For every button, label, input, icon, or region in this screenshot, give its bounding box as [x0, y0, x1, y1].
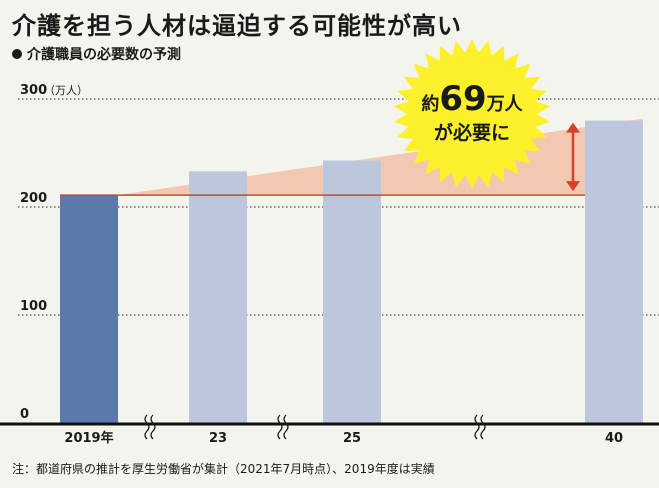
chart-subtitle: 介護職員の必要数の予測	[12, 44, 181, 64]
y-tick-label: 0	[20, 407, 29, 422]
bar-projected	[189, 171, 247, 423]
y-tick-label: 100	[20, 299, 47, 314]
chart-title: 介護を担う人材は逼迫する可能性が高い	[12, 12, 462, 40]
x-tick-label: 2019年	[64, 430, 113, 446]
callout-suffix: 万人	[486, 94, 524, 115]
callout-text-line2: が必要に	[434, 121, 510, 144]
callout-burst	[393, 39, 551, 189]
source-note: 注：都道府県の推計を厚生労働省が集計（2021年7月時点）、2019年度は実績	[12, 462, 435, 476]
gap-arrow-head-up	[566, 122, 580, 133]
subtitle-text: 介護職員の必要数の予測	[27, 47, 181, 63]
y-unit-label: （万人）	[44, 84, 88, 97]
x-tick-label: 23	[209, 431, 227, 446]
y-tick-label: 200	[20, 191, 47, 206]
y-tick-label: 300	[20, 83, 47, 98]
axis-break-mark	[474, 414, 486, 440]
axis-break-mark	[144, 414, 156, 440]
gap-area	[118, 118, 643, 196]
gap-arrow-head-down	[566, 181, 580, 192]
bar-projected	[585, 120, 643, 423]
bullet-dot	[12, 49, 22, 59]
callout-prefix: 約	[421, 93, 439, 115]
bar-actual	[60, 195, 118, 423]
x-tick-label: 40	[605, 431, 623, 446]
bar-projected	[323, 160, 381, 423]
x-tick-label: 25	[343, 431, 361, 446]
callout-text-line1: 約69万人	[421, 79, 523, 119]
axis-break-mark	[277, 414, 289, 440]
callout-number: 69	[439, 79, 486, 119]
